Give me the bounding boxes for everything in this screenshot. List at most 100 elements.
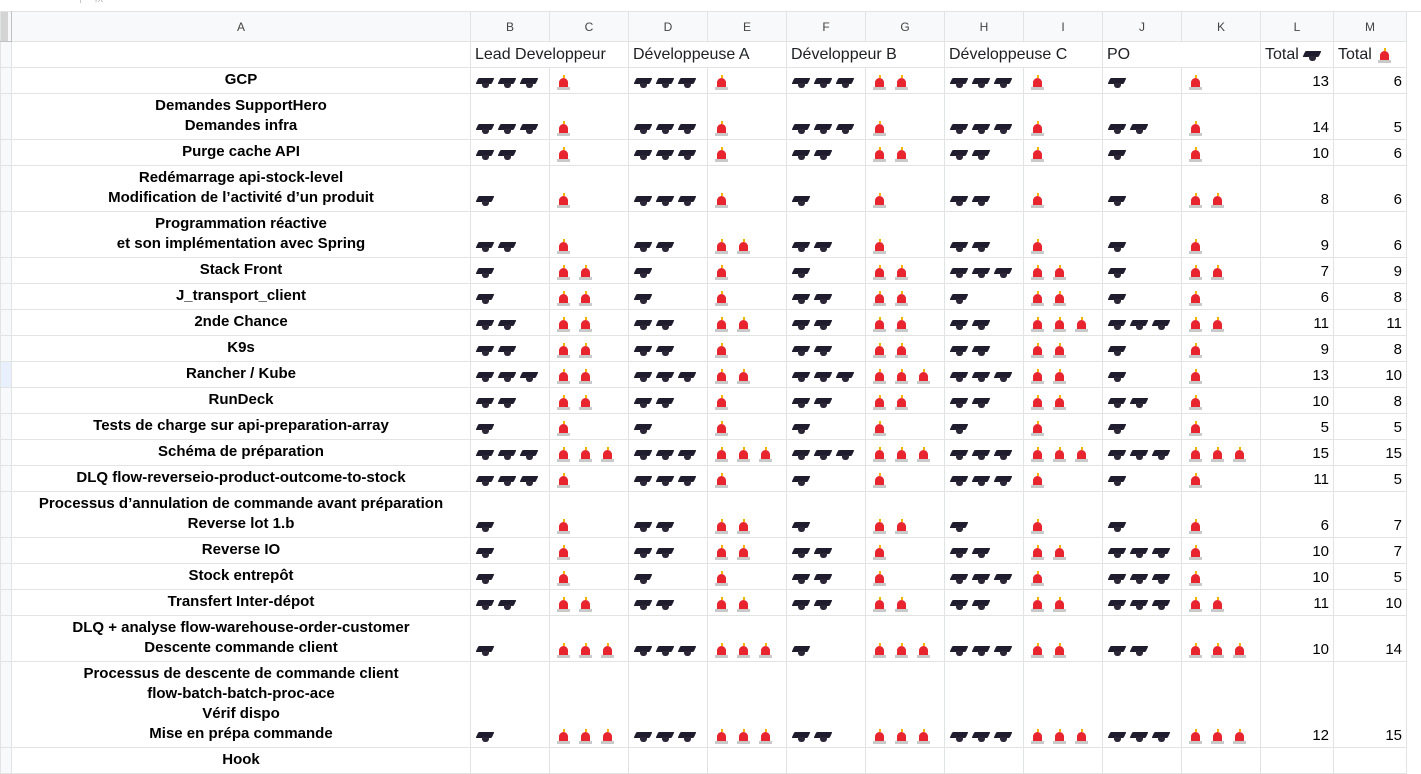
alert-level-cell[interactable] xyxy=(1181,335,1261,362)
alert-level-cell[interactable] xyxy=(707,139,787,166)
skill-level-cell[interactable] xyxy=(944,165,1024,212)
total-alarm-cell[interactable]: 11 xyxy=(1333,309,1407,336)
alert-level-cell[interactable] xyxy=(707,589,787,616)
total-alarm-cell[interactable]: 5 xyxy=(1333,413,1407,440)
alert-level-cell[interactable] xyxy=(1181,165,1261,212)
skill-level-cell[interactable] xyxy=(944,257,1024,284)
alert-level-cell[interactable] xyxy=(549,335,629,362)
alert-level-cell[interactable] xyxy=(707,465,787,492)
alert-level-cell[interactable] xyxy=(1023,361,1103,388)
row-header[interactable] xyxy=(0,165,12,212)
skill-level-cell[interactable] xyxy=(786,211,866,258)
skill-level-cell[interactable] xyxy=(628,537,708,564)
skill-level-cell[interactable] xyxy=(786,257,866,284)
skill-level-cell[interactable] xyxy=(470,67,550,94)
alert-level-cell[interactable] xyxy=(1181,387,1261,414)
skill-level-cell[interactable] xyxy=(786,335,866,362)
alert-level-cell[interactable] xyxy=(865,615,945,662)
alert-level-cell[interactable] xyxy=(1181,211,1261,258)
column-header-f[interactable]: F xyxy=(786,11,866,42)
skill-level-cell[interactable] xyxy=(786,413,866,440)
alert-level-cell[interactable] xyxy=(1181,615,1261,662)
total-skill-header[interactable]: Total xyxy=(1260,41,1334,68)
alert-level-cell[interactable] xyxy=(865,361,945,388)
skill-level-cell[interactable] xyxy=(470,139,550,166)
skill-level-cell[interactable] xyxy=(470,491,550,538)
skill-level-cell[interactable] xyxy=(944,491,1024,538)
skill-level-cell[interactable] xyxy=(628,211,708,258)
total-alarm-cell[interactable]: 10 xyxy=(1333,361,1407,388)
alert-level-cell[interactable] xyxy=(865,139,945,166)
alert-level-cell[interactable] xyxy=(865,413,945,440)
task-cell[interactable]: Purge cache API xyxy=(11,139,471,166)
skill-level-cell[interactable] xyxy=(786,93,866,140)
alert-level-cell[interactable] xyxy=(865,537,945,564)
skill-level-cell[interactable] xyxy=(470,257,550,284)
alert-level-cell[interactable] xyxy=(865,335,945,362)
alert-level-cell[interactable] xyxy=(707,361,787,388)
task-cell[interactable]: Schéma de préparation xyxy=(11,439,471,466)
alert-level-cell[interactable] xyxy=(1181,283,1261,310)
alert-level-cell[interactable] xyxy=(549,211,629,258)
skill-level-cell[interactable] xyxy=(628,139,708,166)
alert-level-cell[interactable] xyxy=(1023,283,1103,310)
skill-level-cell[interactable] xyxy=(628,387,708,414)
skill-level-cell[interactable] xyxy=(1102,283,1182,310)
alert-level-cell[interactable] xyxy=(707,661,787,748)
name-box[interactable] xyxy=(10,0,81,3)
alert-level-cell[interactable] xyxy=(707,537,787,564)
row-header[interactable] xyxy=(0,563,12,590)
skill-level-cell[interactable] xyxy=(1102,93,1182,140)
alert-level-cell[interactable] xyxy=(865,387,945,414)
total-alarm-cell[interactable]: 6 xyxy=(1333,139,1407,166)
skill-level-cell[interactable] xyxy=(628,439,708,466)
row-header[interactable] xyxy=(0,361,12,388)
role-header[interactable]: Lead Developpeur xyxy=(470,41,629,68)
task-cell[interactable]: Hook xyxy=(11,747,471,774)
total-skill-cell[interactable]: 11 xyxy=(1260,589,1334,616)
column-header-d[interactable]: D xyxy=(628,11,708,42)
alert-level-cell[interactable] xyxy=(1023,439,1103,466)
alert-level-cell[interactable] xyxy=(1181,491,1261,538)
alert-level-cell[interactable] xyxy=(549,465,629,492)
row-header[interactable] xyxy=(0,413,12,440)
alert-level-cell[interactable] xyxy=(1023,615,1103,662)
alert-level-cell[interactable] xyxy=(865,93,945,140)
skill-level-cell[interactable] xyxy=(786,537,866,564)
alert-level-cell[interactable] xyxy=(1181,589,1261,616)
alert-level-cell[interactable] xyxy=(1023,661,1103,748)
total-skill-cell[interactable]: 10 xyxy=(1260,139,1334,166)
total-skill-cell[interactable]: 6 xyxy=(1260,283,1334,310)
total-skill-cell[interactable]: 12 xyxy=(1260,661,1334,748)
row-header[interactable] xyxy=(0,537,12,564)
alert-level-cell[interactable] xyxy=(865,211,945,258)
skill-level-cell[interactable] xyxy=(470,335,550,362)
alert-level-cell[interactable] xyxy=(1023,387,1103,414)
alert-level-cell[interactable] xyxy=(865,747,945,774)
task-cell[interactable]: J_transport_client xyxy=(11,283,471,310)
alert-level-cell[interactable] xyxy=(1181,67,1261,94)
alert-level-cell[interactable] xyxy=(549,387,629,414)
task-cell[interactable]: DLQ flow-reverseio-product-outcome-to-st… xyxy=(11,465,471,492)
alert-level-cell[interactable] xyxy=(865,491,945,538)
total-alarm-cell[interactable]: 7 xyxy=(1333,491,1407,538)
row-header[interactable] xyxy=(0,67,12,94)
role-header[interactable]: PO xyxy=(1102,41,1261,68)
skill-level-cell[interactable] xyxy=(470,615,550,662)
role-header[interactable]: Développeuse A xyxy=(628,41,787,68)
total-alarm-cell[interactable]: 6 xyxy=(1333,67,1407,94)
total-skill-cell[interactable]: 11 xyxy=(1260,309,1334,336)
alert-level-cell[interactable] xyxy=(549,93,629,140)
alert-level-cell[interactable] xyxy=(549,361,629,388)
row-header[interactable] xyxy=(0,491,12,538)
alert-level-cell[interactable] xyxy=(865,309,945,336)
skill-level-cell[interactable] xyxy=(944,439,1024,466)
skill-level-cell[interactable] xyxy=(470,747,550,774)
row-header[interactable] xyxy=(0,309,12,336)
skill-level-cell[interactable] xyxy=(628,93,708,140)
alert-level-cell[interactable] xyxy=(865,563,945,590)
skill-level-cell[interactable] xyxy=(786,563,866,590)
alert-level-cell[interactable] xyxy=(1023,491,1103,538)
skill-level-cell[interactable] xyxy=(944,589,1024,616)
alert-level-cell[interactable] xyxy=(549,439,629,466)
